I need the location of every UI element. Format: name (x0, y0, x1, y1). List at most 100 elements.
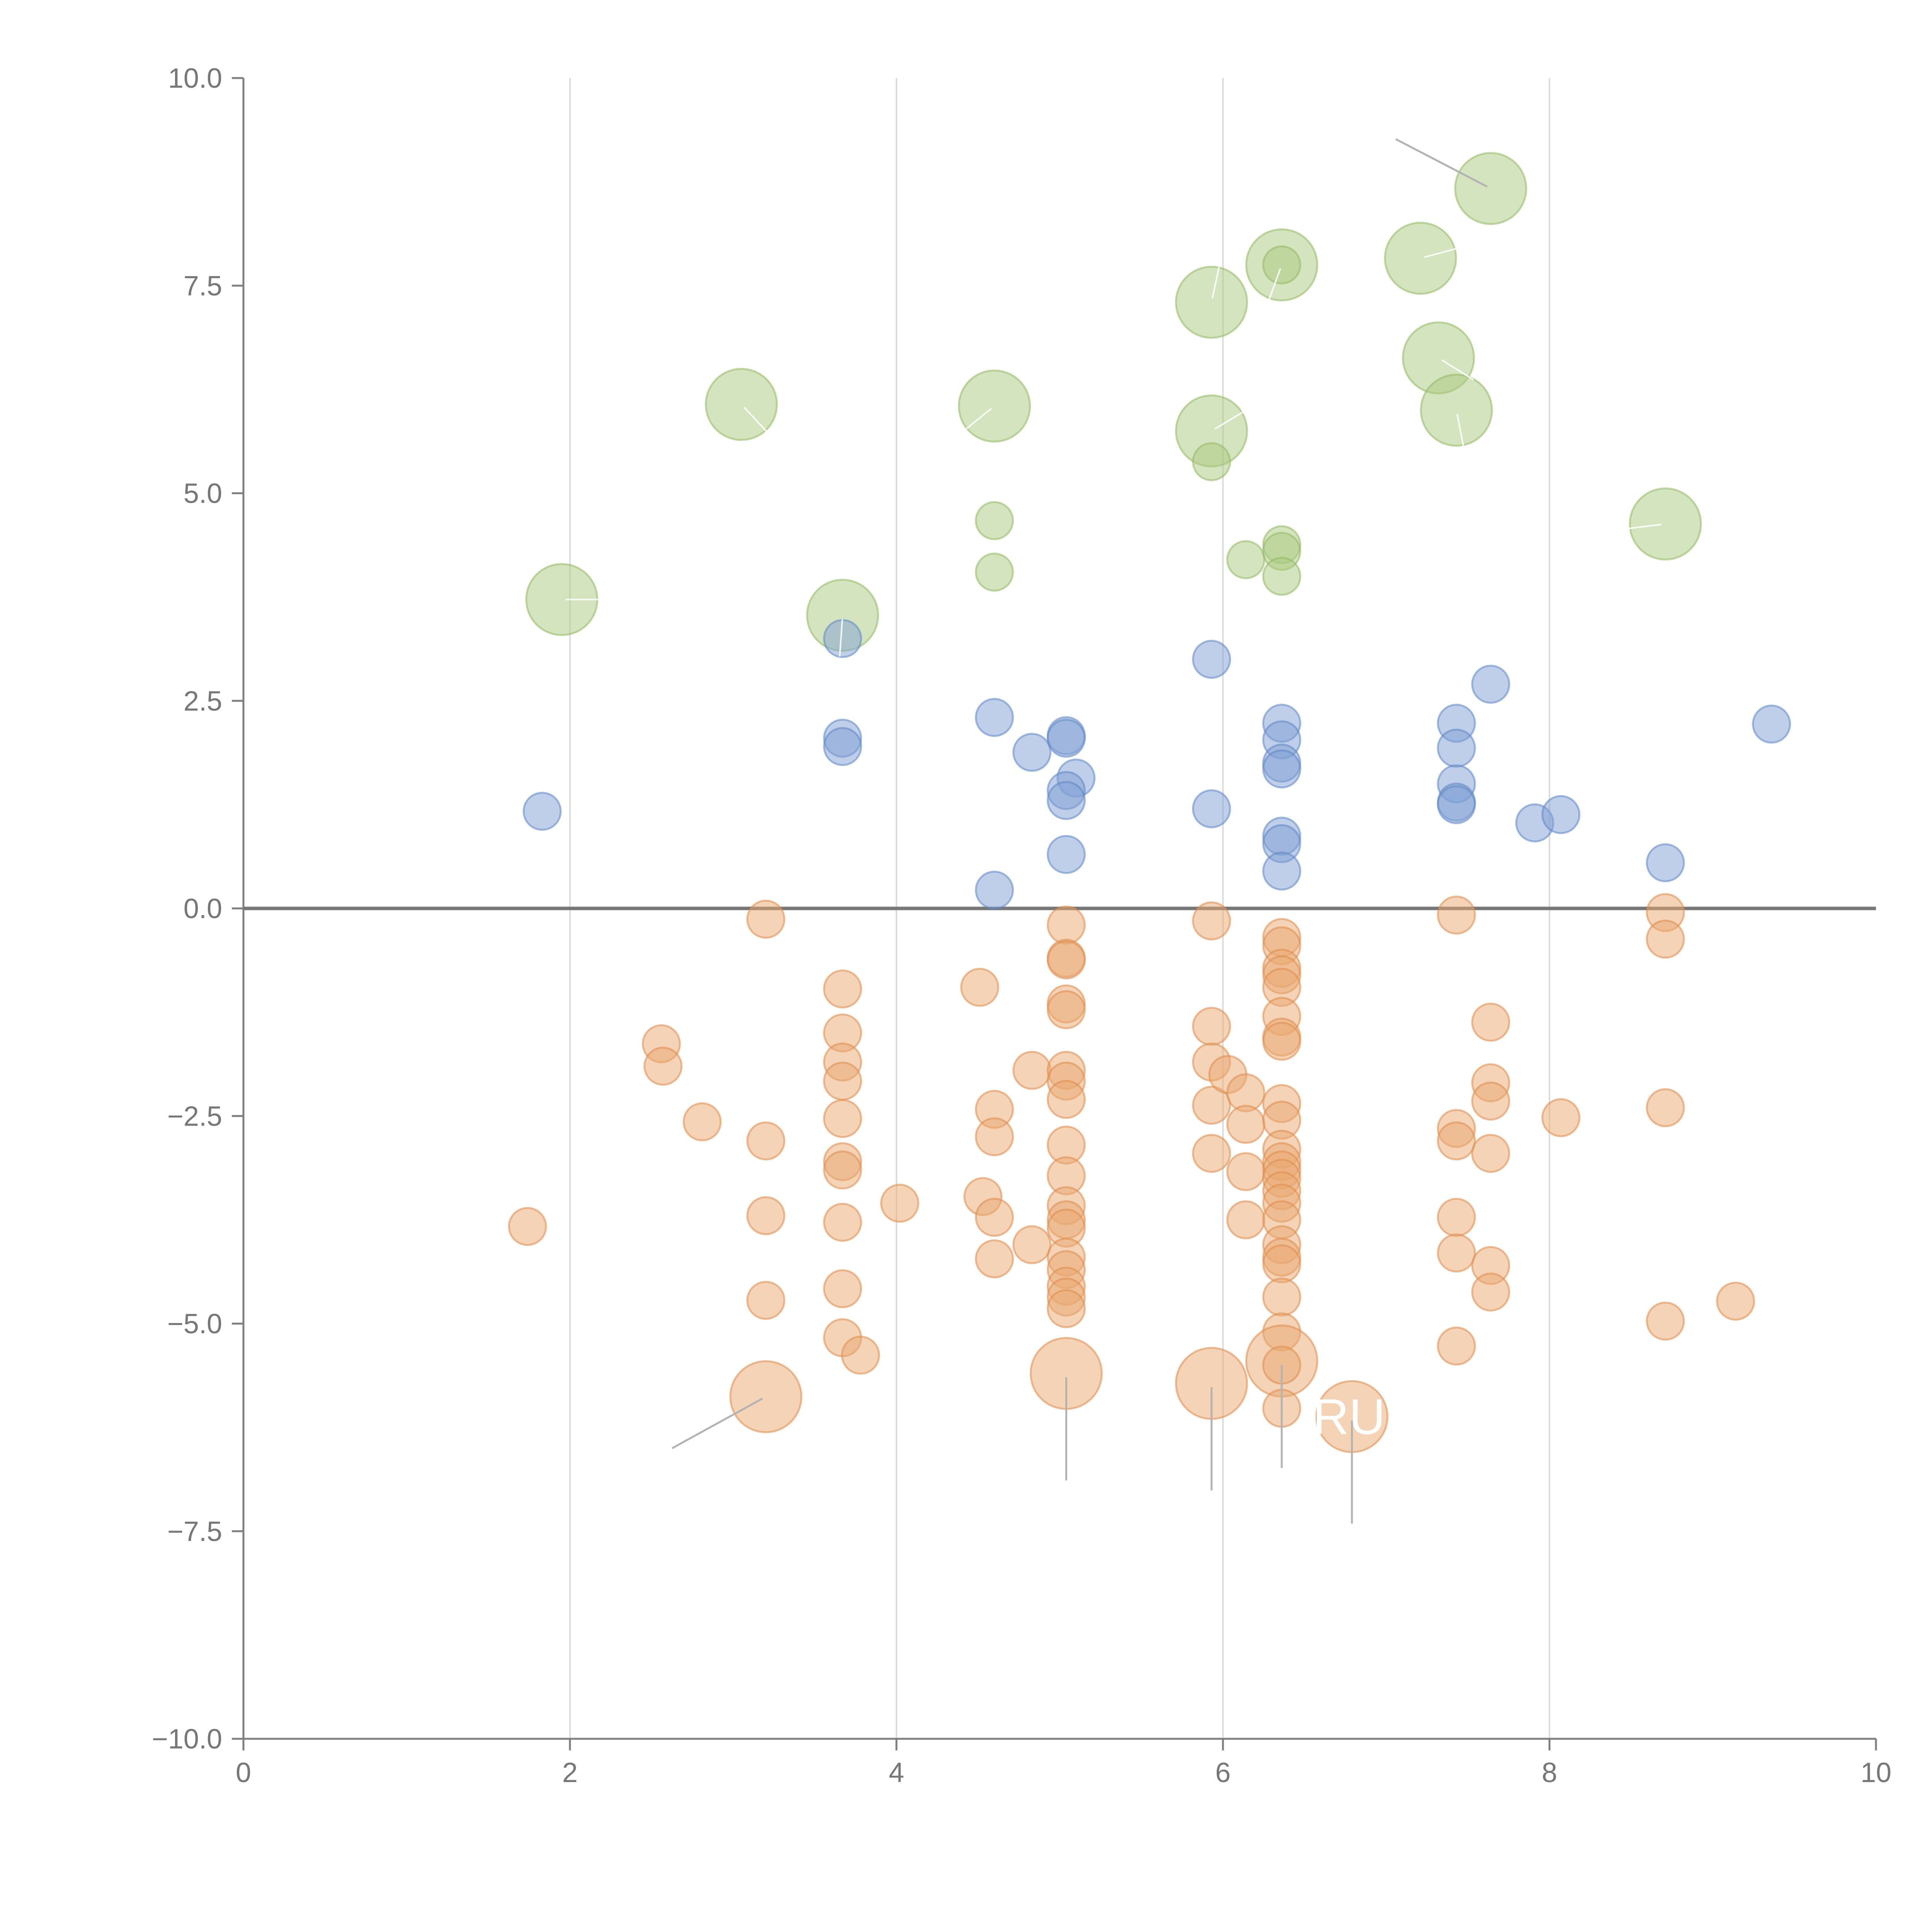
blue-point-0 (522, 792, 562, 831)
green-leader-16 (1441, 359, 1474, 381)
y-tick-label-7: −7.5 (167, 1516, 222, 1547)
orange-point-85 (1437, 895, 1476, 935)
orange-point-29 (1046, 905, 1086, 945)
green-point-18 (1454, 152, 1527, 225)
green-point-3 (958, 369, 1031, 443)
blue-point-8 (1046, 718, 1086, 758)
orange-point-31 (1046, 940, 1086, 980)
orange-point-19 (841, 1335, 880, 1375)
orange-point-90 (1437, 1327, 1476, 1366)
blue-point-26 (1437, 785, 1476, 824)
green-point-14 (1262, 556, 1301, 596)
blue-point-21 (1262, 851, 1301, 891)
x-tick-label-2: 4 (889, 1757, 904, 1788)
x-tick-label-0: 0 (236, 1757, 251, 1788)
orange-point-17 (823, 1269, 862, 1308)
x-tick-label-5: 10 (1861, 1757, 1891, 1788)
orange-point-8 (729, 1360, 803, 1434)
blue-point-23 (1437, 728, 1476, 768)
x-tick-label-1: 2 (562, 1757, 578, 1788)
orange-point-5 (746, 1121, 786, 1161)
orange-point-101 (1646, 1301, 1685, 1341)
orange-point-25 (975, 1197, 1014, 1237)
y-tick-label-1: 7.5 (184, 270, 222, 301)
y-tick-label-0: 10.0 (168, 63, 222, 94)
green-point-19 (1629, 487, 1702, 561)
orange-point-89 (1437, 1233, 1476, 1273)
data-points (508, 152, 1791, 1453)
orange-point-21 (960, 968, 999, 1007)
orange-point-93 (1471, 1082, 1510, 1121)
green-point-1 (705, 368, 778, 441)
orange-point-12 (823, 1061, 862, 1101)
y-tick-label-5: −2.5 (167, 1101, 222, 1132)
green-point-15 (1384, 221, 1457, 295)
x-tick-label-4: 8 (1542, 1757, 1557, 1788)
blue-point-3 (823, 727, 862, 766)
green-point-9 (1226, 540, 1265, 579)
green-point-8 (1192, 442, 1231, 481)
green-point-17 (1420, 374, 1493, 447)
orange-point-51 (1192, 1085, 1231, 1125)
orange-point-28 (1012, 1225, 1052, 1264)
orange-point-6 (746, 1196, 786, 1235)
blue-point-6 (1012, 733, 1052, 772)
y-tick-label-2: 5.0 (184, 478, 222, 509)
orange-point-2 (643, 1046, 683, 1086)
axes: 0 2 4 6 8 10 10.0 7.5 5.0 2.5 0.0 −2.5 −5.0 −7.5 −10.0 (152, 63, 1891, 1788)
green-leader-2 (839, 619, 843, 657)
orange-point-94 (1471, 1134, 1510, 1173)
orange-point-56 (1226, 1105, 1265, 1144)
green-leader-1 (743, 406, 770, 435)
orange-point-49 (1192, 1007, 1231, 1046)
orange-point-88 (1437, 1197, 1476, 1237)
y-tick-label-3: 2.5 (184, 686, 222, 717)
green-leader-19 (1624, 524, 1662, 530)
orange-point-24 (975, 1117, 1014, 1156)
orange-point-99 (1646, 920, 1685, 959)
orange-point-16 (823, 1202, 862, 1242)
blue-point-18 (1262, 749, 1301, 789)
y-tick-label-6: −5.0 (167, 1309, 222, 1340)
blue-point-4 (975, 698, 1014, 737)
orange-point-26 (975, 1239, 1014, 1279)
blue-point-13 (1192, 639, 1231, 679)
blue-point-31 (1752, 704, 1791, 744)
label-leader-lines (565, 138, 1662, 1524)
orange-point-87 (1437, 1121, 1476, 1161)
orange-point-91 (1471, 1002, 1510, 1042)
orange-point-102 (1716, 1281, 1755, 1321)
orange-point-33 (1046, 990, 1086, 1029)
orange-point-27 (1012, 1051, 1052, 1090)
blue-point-12 (1046, 835, 1086, 874)
green-leader-18 (1395, 138, 1488, 188)
green-leader-3 (962, 408, 992, 433)
blue-point-11 (1046, 781, 1086, 820)
orange-point-20 (880, 1184, 919, 1223)
green-point-6 (1175, 265, 1248, 339)
orange-point-57 (1226, 1152, 1265, 1191)
blue-point-27 (1471, 665, 1510, 704)
orange-point-15 (823, 1150, 862, 1190)
green-leader-10 (1267, 268, 1281, 304)
orange-point-52 (1192, 1134, 1231, 1173)
blue-point-30 (1646, 843, 1685, 883)
green-leader-17 (1456, 414, 1465, 451)
orange-point-58 (1226, 1200, 1265, 1240)
y-tick-label-4: 0.0 (184, 893, 222, 924)
orange-point-66 (1262, 1022, 1301, 1061)
orange-point-48 (1192, 901, 1231, 940)
orange-point-97 (1541, 1098, 1581, 1138)
orange-point-13 (823, 1099, 862, 1138)
orange-point-3 (682, 1102, 722, 1141)
orange-leader-8 (672, 1398, 763, 1449)
orange-point-100 (1646, 1088, 1685, 1128)
green-point-4 (975, 501, 1014, 540)
orange-point-7 (746, 1281, 786, 1320)
orange-point-96 (1471, 1272, 1510, 1312)
blue-point-29 (1541, 795, 1581, 834)
y-tick-label-8: −10.0 (152, 1724, 222, 1755)
green-leader-6 (1211, 262, 1221, 299)
